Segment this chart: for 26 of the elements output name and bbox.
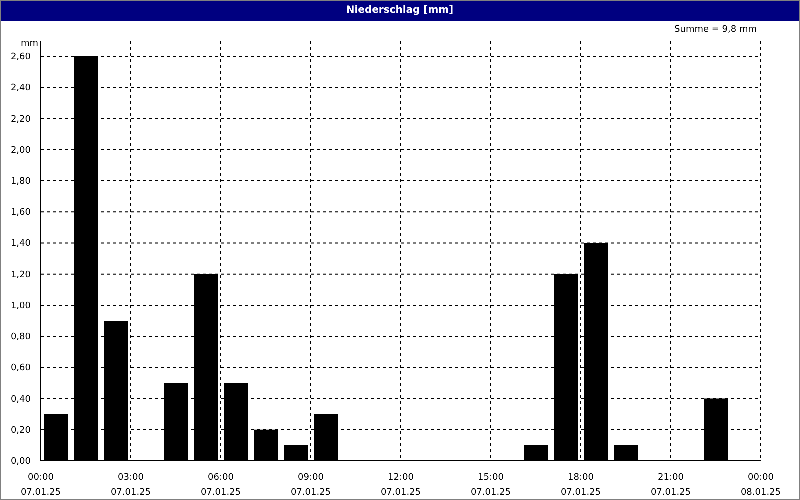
- x-tick-label: 06:00 07.01.25: [200, 473, 242, 498]
- y-tick-label: 1,60: [10, 208, 32, 218]
- x-tick-label: 12:00 07.01.25: [380, 473, 422, 498]
- y-tick-label: 0,80: [10, 332, 32, 343]
- x-tick-label: 00:00 08.01.25: [740, 473, 782, 498]
- x-tick-label: 03:00 07.01.25: [110, 473, 152, 498]
- x-tick-label: 00:00 07.01.25: [20, 473, 62, 498]
- y-tick-label: 2,40: [10, 84, 32, 94]
- y-tick-label: 1,80: [10, 177, 32, 187]
- y-tick-label: 0,60: [10, 364, 32, 374]
- y-axis-title: mm: [21, 39, 39, 49]
- chart-title: Niederschlag [mm]: [1, 1, 799, 21]
- x-tick-label: 09:00 07.01.25: [290, 473, 332, 498]
- y-tick-label: 0,40: [10, 394, 32, 405]
- y-tick-label: 2,00: [10, 146, 32, 156]
- text: Summe = 9,8 mm: [674, 25, 757, 35]
- y-tick-label: 1,40: [10, 239, 32, 250]
- y-tick-label: 1,00: [10, 301, 32, 312]
- y-tick-label: 0,00: [10, 457, 32, 467]
- y-tick-label: 0,20: [10, 426, 32, 436]
- x-tick-label: 21:00 07.01.25: [650, 473, 692, 498]
- y-tick-label: 2,20: [10, 114, 32, 125]
- x-tick-label: 15:00 07.01.25: [470, 473, 512, 498]
- y-tick-label: 2,60: [10, 52, 32, 63]
- x-tick-label: 18:00 07.01.25: [560, 473, 602, 498]
- y-tick-label: 1,20: [10, 270, 32, 280]
